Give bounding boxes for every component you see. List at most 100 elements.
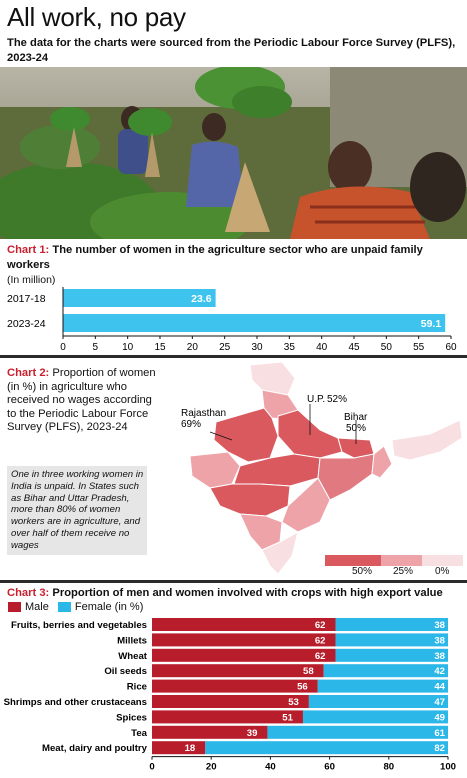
chart2-text: Proportion of women (in %) in agricultur… xyxy=(7,367,156,433)
map-region-maharashtra xyxy=(209,483,291,517)
chart3-data-label-male: 56 xyxy=(297,682,308,693)
chart3-bar-male xyxy=(152,618,336,631)
chart1-tick-label: 15 xyxy=(154,342,166,353)
chart2-label: Chart 2: xyxy=(7,367,50,379)
chart3-data-label-female: 38 xyxy=(434,651,445,662)
chart3-label: Chart 3: xyxy=(7,587,50,599)
chart3-category-label: Fruits, berries and vegetables xyxy=(11,620,147,631)
chart3-data-label-male: 18 xyxy=(185,743,196,754)
map-region-south xyxy=(261,531,299,575)
chart3-category-label: Wheat xyxy=(118,651,148,662)
chart3-category-label: Rice xyxy=(127,682,147,693)
map-legend-swatch-50 xyxy=(325,555,381,566)
chart3-tick-label: 100 xyxy=(440,762,456,773)
chart1-tick-label: 30 xyxy=(251,342,263,353)
page-subtitle: The data for the charts were sourced fro… xyxy=(7,37,456,64)
page-title: All work, no pay xyxy=(7,2,186,32)
chart3-data-label-male: 51 xyxy=(282,712,293,723)
legend-female: Female xyxy=(74,601,112,613)
map-region-bengal xyxy=(371,445,393,479)
chart1-tick-label: 60 xyxy=(445,342,457,353)
chart3-bar-female xyxy=(323,664,448,678)
separator xyxy=(0,580,467,583)
chart3-data-label-male: 62 xyxy=(315,635,326,646)
chart3-data-label-male: 53 xyxy=(288,697,299,708)
map-legend-25: 25% xyxy=(393,566,414,577)
chart3-bar-female xyxy=(267,725,448,739)
chart3-data-label-female: 61 xyxy=(434,728,445,739)
chart1-label: Chart 1: xyxy=(7,244,50,256)
chart3-title: Chart 3: Proportion of men and women inv… xyxy=(7,586,467,601)
map-value-bihar: 50% xyxy=(346,423,366,434)
chart3-category-label: Shrimps and other crustaceans xyxy=(4,697,147,708)
chart3-bar-male xyxy=(152,725,268,739)
chart1-bar xyxy=(63,289,216,307)
chart3-data-label-female: 44 xyxy=(434,682,445,693)
legend-male-swatch xyxy=(8,602,21,613)
chart3-bar-female xyxy=(335,618,448,631)
rajasthan-pointer xyxy=(209,431,233,441)
chart1-bar-chart: 2017-18 23.6 2023-24 59.1 0 5 10 15 20 25 30 35 40 45… xyxy=(7,287,457,353)
chart1-category-label: 2017-18 xyxy=(7,293,46,305)
legend-unit: (in %) xyxy=(114,601,144,613)
separator xyxy=(0,355,467,358)
chart3-title-text: Proportion of men and women involved wit… xyxy=(52,587,443,599)
chart3-data-label-male: 39 xyxy=(247,728,258,739)
chart3-category-label: Tea xyxy=(131,728,147,739)
chart3-stacked-bar-chart: Fruits, berries and vegetables 62 38 Millet… xyxy=(4,618,456,773)
chart1-data-label: 23.6 xyxy=(191,293,212,305)
chart1-tick-label: 5 xyxy=(93,342,99,353)
chart3-tick-label: 0 xyxy=(149,762,154,773)
chart3-category-label: Meat, dairy and poultry xyxy=(42,743,148,754)
chart1-data-label: 59.1 xyxy=(421,318,442,330)
chart1-tick-label: 35 xyxy=(284,342,296,353)
photo-women-farm-workers xyxy=(0,67,467,239)
chart3-data-label-male: 62 xyxy=(315,651,326,662)
chart3-data-label-male: 58 xyxy=(303,666,314,677)
map-value-rajasthan: 69% xyxy=(181,419,201,430)
chart3-legend: Male Female (in %) xyxy=(8,601,143,613)
chart3-category-label: Millets xyxy=(117,635,147,646)
chart3-data-label-female: 47 xyxy=(434,697,445,708)
chart3-bar-female xyxy=(335,633,448,647)
chart3-bar-male xyxy=(152,648,336,662)
map-label-bihar: Bihar xyxy=(344,412,368,423)
map-region-gujarat xyxy=(189,451,241,489)
chart1-tick-label: 20 xyxy=(187,342,199,353)
chart3-data-label-male: 62 xyxy=(315,620,326,631)
chart1-tick-label: 40 xyxy=(316,342,328,353)
map-label-up: U.P. xyxy=(307,394,325,405)
map-legend-50: 50% xyxy=(352,566,373,577)
chart3-bar-female xyxy=(335,648,448,662)
chart3-data-label-female: 82 xyxy=(434,743,445,754)
chart3-bar-female xyxy=(205,741,448,755)
chart1-tick-label: 50 xyxy=(381,342,393,353)
chart3-data-label-female: 38 xyxy=(434,635,445,646)
map-legend-swatch-0 xyxy=(422,555,463,566)
legend-female-swatch xyxy=(57,602,71,613)
chart1-tick-label: 25 xyxy=(219,342,231,353)
india-map: Rajasthan 69% U.P. 52% Bihar 50% xyxy=(181,361,463,575)
chart3-data-label-female: 38 xyxy=(434,620,445,631)
chart3-data-label-female: 42 xyxy=(434,666,445,677)
chart1-unit: (In million) xyxy=(7,274,56,286)
chart3-data-label-female: 49 xyxy=(434,712,445,723)
chart3-bar-male xyxy=(152,695,309,708)
chart2-note: One in three working women in India is u… xyxy=(7,466,147,555)
legend-male: Male xyxy=(25,601,49,613)
chart1-bar xyxy=(63,314,446,332)
chart1-tick-label: 0 xyxy=(60,342,66,353)
chart3-tick-label: 20 xyxy=(206,762,217,773)
chart3-tick-label: 40 xyxy=(265,762,276,773)
chart1-title: Chart 1: The number of women in the agri… xyxy=(7,243,462,273)
chart3-bar-male xyxy=(152,664,324,678)
chart3-category-label: Oil seeds xyxy=(104,666,147,677)
map-legend-0: 0% xyxy=(435,566,450,577)
chart3-bar-male xyxy=(152,741,206,755)
chart2-description: Chart 2: Proportion of women (in %) in a… xyxy=(7,367,162,435)
chart3-bar-male xyxy=(152,679,318,693)
chart1-tick-label: 10 xyxy=(122,342,134,353)
chart1-title-text: The number of women in the agriculture s… xyxy=(7,244,423,271)
chart1-tick-label: 45 xyxy=(348,342,360,353)
chart3-bar-male xyxy=(152,710,303,724)
